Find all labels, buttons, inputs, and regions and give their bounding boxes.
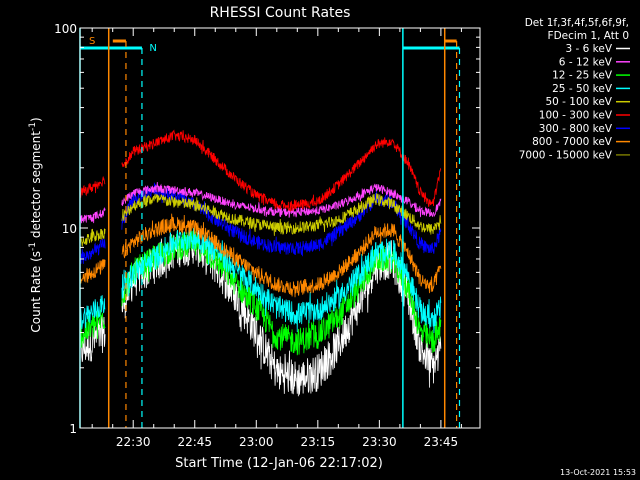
series-trace [121,182,442,218]
series-trace [79,259,106,284]
series-trace [79,315,106,362]
x-tick-label: 23:15 [301,435,336,449]
chart-title: RHESSI Count Rates [210,5,351,21]
series-trace [121,226,442,334]
legend-entry-label: 3 - 6 keV [565,43,612,55]
x-tick-label: 23:00 [239,435,274,449]
series-50-100kev [79,193,442,247]
y-axis-label: Count Rate (s-1 detector segment-1) [28,117,43,332]
series-6-12kev [79,182,442,224]
legend-header: FDecim 1, Att 0 [548,30,629,42]
render-timestamp: 13-Oct-2021 15:53 [560,468,636,477]
series-trace [121,213,442,298]
x-tick-label: 22:45 [177,435,212,449]
legend-entry-label: 100 - 300 keV [539,110,613,122]
x-tick-label: 23:45 [424,435,459,449]
y-tick-label: 1 [69,422,77,436]
series-800-7000kev [79,213,442,298]
series-trace [79,238,106,264]
y-tick-label: 100 [54,22,77,36]
saa-label: S [89,36,95,47]
series-25-50kev [79,226,442,334]
night-label: N [149,43,156,54]
series-trace [121,193,442,236]
legend: Det 1f,3f,4f,5f,6f,9f,FDecim 1, Att 03 -… [519,17,630,161]
axes-layer: 100 10 1 22:30 22:45 23:00 23:15 23:30 23:45 [54,22,481,449]
x-tick-label: 22:30 [116,435,151,449]
legend-entry-label: 12 - 25 keV [552,70,613,82]
legend-entry-label: 7000 - 15000 keV [519,149,613,161]
overlay-layer: SN [79,28,461,428]
series-trace [79,295,106,330]
series-trace [79,176,106,198]
x-axis-label: Start Time (12-Jan-06 22:17:02) [175,456,383,471]
legend-entry-label: 25 - 50 keV [552,83,613,95]
trace-layer [79,129,442,397]
legend-entry-label: 300 - 800 keV [539,123,613,135]
y-tick-label: 10 [62,222,77,236]
legend-entry-label: 6 - 12 keV [559,56,613,68]
x-tick-label: 23:30 [362,435,397,449]
legend-header: Det 1f,3f,4f,5f,6f,9f, [525,17,629,29]
legend-entry-label: 800 - 7000 keV [532,136,613,148]
series-trace [79,228,106,247]
legend-entry-label: 50 - 100 keV [545,96,612,108]
series-100-300kev [79,129,442,212]
series-trace [121,129,442,212]
series-trace [79,207,106,224]
series-trace [121,230,442,356]
